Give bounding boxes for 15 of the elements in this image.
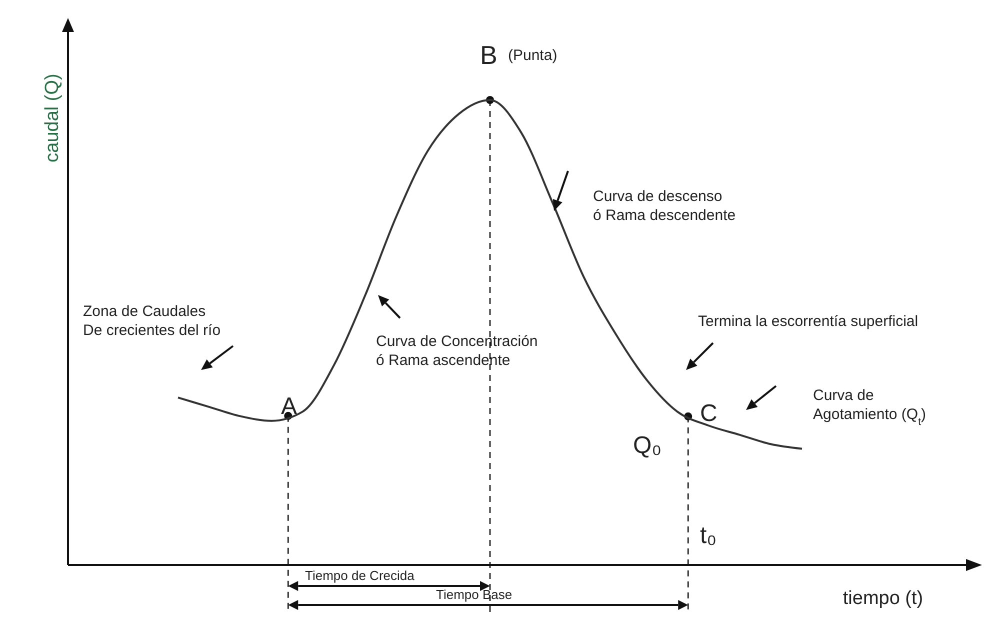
annotation: t₀ [700,522,717,549]
x-axis-title: tiempo (t) [842,588,924,609]
text: B [480,40,498,70]
annotation: Q₀ [633,432,662,459]
annotation: Curva de Agotamiento (Q$_{t}$) [813,387,926,428]
annotation: A [281,393,298,420]
annotation: C [700,400,718,427]
text: Tiempo Base [436,587,512,602]
text: Tiempo de Crecida [305,568,416,583]
text: caudal (Q) [42,74,63,162]
annotation: Curva de descenso ó Rama descendente [593,188,736,224]
annotation: Termina la escorrentía superficial [698,313,918,330]
annotation: Zona de Caudales De crecientes del río [83,303,221,339]
text: (Punta) [508,47,558,64]
annotation: Curva de Concentración ó Rama ascendente [376,333,538,369]
